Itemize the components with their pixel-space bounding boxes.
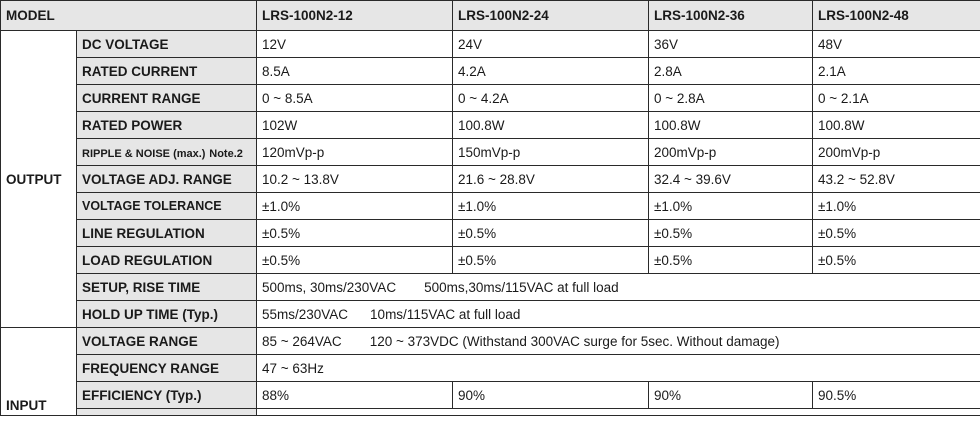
cell-value: ±0.5% [812, 219, 980, 247]
cell-value: 85 ~ 264VAC 120 ~ 373VDC (Withstand 300VA… [256, 327, 980, 355]
cell-value: ±1.0% [452, 192, 649, 220]
row-label: VOLTAGE ADJ. RANGE [76, 165, 257, 193]
table-row: VOLTAGE TOLERANCE ±1.0% ±1.0% ±1.0% ±1.0… [1, 192, 980, 220]
model-name: LRS-100N2-12 [256, 0, 453, 31]
model-name: LRS-100N2-24 [452, 0, 649, 31]
cell-value: ±0.5% [648, 219, 813, 247]
cell-value: 120mVp-p [256, 138, 453, 166]
cell-value: 48V [812, 30, 980, 58]
table-row: LINE REGULATION ±0.5% ±0.5% ±0.5% ±0.5% [1, 219, 980, 247]
table-row: FREQUENCY RANGE 47 ~ 63Hz [1, 354, 980, 382]
cell-value: 88% [256, 381, 453, 409]
model-label: MODEL [0, 0, 257, 31]
cell-value: 4.2A [452, 57, 649, 85]
row-label: SETUP, RISE TIME [76, 273, 257, 301]
cell-value [256, 408, 980, 416]
cell-value: 43.2 ~ 52.8V [812, 165, 980, 193]
cell-value: 90% [648, 381, 813, 409]
row-label: CURRENT RANGE [76, 84, 257, 112]
header-row: MODEL LRS-100N2-12 LRS-100N2-24 LRS-100N… [0, 0, 980, 31]
cell-value: 200mVp-p [812, 138, 980, 166]
model-name: LRS-100N2-48 [812, 0, 980, 31]
table-row: HOLD UP TIME (Typ.) 55ms/230VAC 10ms/115V… [1, 300, 980, 328]
holdup-value-a: 55ms/230VAC [262, 306, 349, 322]
cell-value: ±0.5% [452, 246, 649, 274]
spec-table: MODEL LRS-100N2-12 LRS-100N2-24 LRS-100N… [0, 0, 980, 416]
ripple-label: RIPPLE & NOISE (max.) [82, 147, 206, 160]
row-label: RIPPLE & NOISE (max.) Note.2 [76, 138, 257, 166]
cell-value: 24V [452, 30, 649, 58]
cell-value: 100.8W [452, 111, 649, 139]
row-label: VOLTAGE RANGE [76, 327, 257, 355]
table-row: INPUT VOLTAGE RANGE 85 ~ 264VAC 120 ~ 373… [0, 327, 980, 416]
cell-value: 102W [256, 111, 453, 139]
voltage-value-b: 120 ~ 373VDC (Withstand 300VAC surge for… [369, 333, 780, 349]
cell-value: 32.4 ~ 39.6V [648, 165, 813, 193]
cell-value: 47 ~ 63Hz [256, 354, 980, 382]
row-label: RATED CURRENT [76, 57, 257, 85]
cell-value: ±1.0% [256, 192, 453, 220]
table-row: RIPPLE & NOISE (max.) Note.2 120mVp-p 15… [1, 138, 980, 166]
table-row: OUTPUT DC VOLTAGE 12V 24V 36V 48V [0, 30, 980, 328]
cell-value: 200mVp-p [648, 138, 813, 166]
cell-value: 150mVp-p [452, 138, 649, 166]
output-group-label: OUTPUT [0, 30, 77, 328]
cell-value: 10.2 ~ 13.8V [256, 165, 453, 193]
table-row: RATED POWER 102W 100.8W 100.8W 100.8W [1, 111, 980, 139]
table-row: CURRENT RANGE 0 ~ 8.5A 0 ~ 4.2A 0 ~ 2.8A… [1, 84, 980, 112]
cell-value: ±0.5% [452, 219, 649, 247]
cell-value: 12V [256, 30, 453, 58]
row-label: LOAD REGULATION [76, 246, 257, 274]
note-ref: Note.2 [209, 147, 243, 160]
cell-value: 36V [648, 30, 813, 58]
cell-value: 8.5A [256, 57, 453, 85]
cell-value: ±1.0% [812, 192, 980, 220]
holdup-value-b: 10ms/115VAC at full load [370, 306, 521, 322]
cell-value: 2.8A [648, 57, 813, 85]
cell-value: 500ms, 30ms/230VAC 500ms,30ms/115VAC at f… [256, 273, 980, 301]
row-label: EFFICIENCY (Typ.) [76, 381, 257, 409]
cell-value: 0 ~ 2.8A [648, 84, 813, 112]
row-label: DC VOLTAGE [76, 30, 257, 58]
table-row: LOAD REGULATION ±0.5% ±0.5% ±0.5% ±0.5% [1, 246, 980, 274]
table-row [1, 408, 980, 416]
table-row: SETUP, RISE TIME 500ms, 30ms/230VAC 500ms… [1, 273, 980, 301]
row-label: RATED POWER [76, 111, 257, 139]
row-label [76, 408, 257, 416]
table-row: VOLTAGE ADJ. RANGE 10.2 ~ 13.8V 21.6 ~ 2… [1, 165, 980, 193]
cell-value: 55ms/230VAC 10ms/115VAC at full load [256, 300, 980, 328]
cell-value: 0 ~ 8.5A [256, 84, 453, 112]
table-row: RATED CURRENT 8.5A 4.2A 2.8A 2.1A [1, 57, 980, 85]
row-label: FREQUENCY RANGE [76, 354, 257, 382]
model-name: LRS-100N2-36 [648, 0, 813, 31]
cell-value: 0 ~ 4.2A [452, 84, 649, 112]
cell-value: ±0.5% [812, 246, 980, 274]
cell-value: ±1.0% [648, 192, 813, 220]
voltage-value-a: 85 ~ 264VAC [262, 333, 342, 349]
cell-value: 90.5% [812, 381, 980, 409]
setup-value-b: 500ms,30ms/115VAC at full load [424, 279, 619, 295]
input-group-label: INPUT [0, 327, 77, 416]
setup-value-a: 500ms, 30ms/230VAC [262, 279, 397, 295]
table-row: EFFICIENCY (Typ.) 88% 90% 90% 90.5% [1, 381, 980, 409]
cell-value: 100.8W [812, 111, 980, 139]
row-label: HOLD UP TIME (Typ.) [76, 300, 257, 328]
row-label: VOLTAGE TOLERANCE [76, 192, 257, 220]
row-label: LINE REGULATION [76, 219, 257, 247]
cell-value: ±0.5% [648, 246, 813, 274]
cell-value: 100.8W [648, 111, 813, 139]
cell-value: 2.1A [812, 57, 980, 85]
cell-value: 90% [452, 381, 649, 409]
cell-value: ±0.5% [256, 219, 453, 247]
cell-value: ±0.5% [256, 246, 453, 274]
cell-value: 21.6 ~ 28.8V [452, 165, 649, 193]
cell-value: 0 ~ 2.1A [812, 84, 980, 112]
